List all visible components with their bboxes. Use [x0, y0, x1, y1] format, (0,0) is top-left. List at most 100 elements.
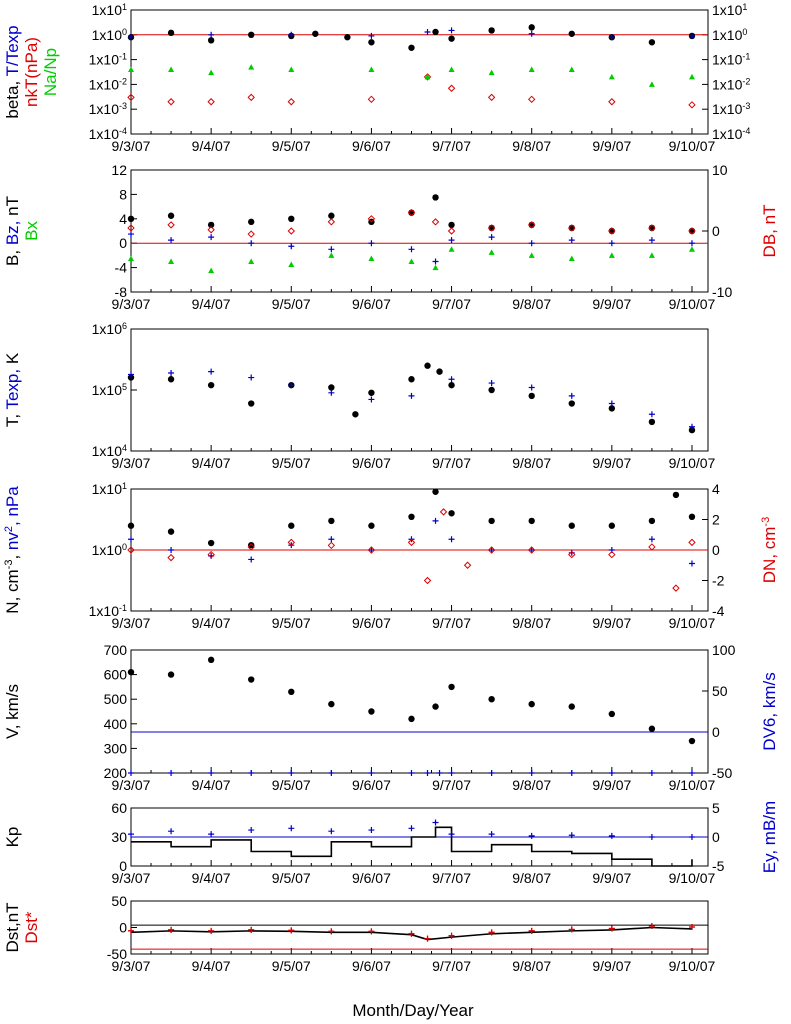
series-beta-point — [207, 37, 215, 44]
y-tick-label: 50 — [111, 893, 127, 909]
series-v-point — [448, 683, 455, 691]
series-n-point — [207, 539, 215, 547]
series-ey-point — [648, 834, 655, 840]
series-dst--point — [608, 925, 615, 932]
series-t-texp-point — [208, 31, 215, 38]
series-dn-point — [207, 550, 215, 559]
series-dv6-point — [424, 770, 431, 776]
series-texp-point — [128, 371, 134, 378]
series-t-texp-point — [128, 34, 134, 41]
series-ey-point — [488, 831, 495, 838]
series-v-point — [688, 737, 696, 745]
series-v-point — [167, 671, 175, 678]
y-axis-label: Bx — [22, 221, 41, 241]
panel-5-frame — [130, 649, 709, 774]
series-dv6-point — [328, 770, 335, 776]
series-dn-point — [568, 550, 576, 559]
x-tick-label: 9/4/07 — [192, 296, 231, 312]
series-na-np-point — [128, 66, 134, 72]
x-tick-label: 9/5/07 — [272, 958, 311, 974]
series-dn-point — [423, 576, 432, 585]
series-dst-line — [130, 926, 693, 941]
series-v-point — [127, 668, 135, 676]
y-tick-label: 0 — [119, 920, 127, 936]
series-dn-point — [247, 543, 255, 551]
series-t-point — [368, 389, 375, 396]
x-tick-label: 9/9/07 — [592, 777, 631, 793]
series-bz-point — [528, 240, 535, 247]
series-dst--point — [688, 924, 695, 931]
series-t-texp-point — [368, 32, 375, 39]
series-beta-point — [448, 35, 455, 42]
panel-7-frame — [130, 900, 709, 955]
series-na-np-point — [368, 66, 375, 72]
series-texp-point — [248, 374, 255, 381]
x-tick-label: 9/6/07 — [352, 138, 391, 154]
series-db-point — [207, 226, 215, 234]
series-t-texp-point — [688, 32, 695, 39]
x-axis-label: Month/Day/Year — [352, 1001, 474, 1020]
x-tick-label: 9/3/07 — [112, 455, 151, 471]
x-tick-label: 9/5/07 — [272, 296, 311, 312]
series-dv6-point — [568, 770, 575, 776]
y-tick-label: 400 — [104, 716, 128, 732]
x-tick-label: 9/10/07 — [669, 296, 716, 312]
series-ey-point — [688, 834, 695, 840]
series-n-point — [408, 513, 415, 521]
series-n-point — [688, 513, 696, 521]
series-t-point — [328, 384, 335, 391]
x-tick-label: 9/10/07 — [669, 777, 716, 793]
x-tick-label: 9/4/07 — [192, 615, 231, 631]
series-b-point — [127, 215, 135, 222]
series-texp-point — [168, 369, 175, 376]
series-t-point — [352, 411, 359, 418]
series-bx-point — [528, 252, 535, 258]
series-bx-point — [488, 249, 495, 255]
x-tick-label: 9/6/07 — [352, 455, 391, 471]
series-beta-point — [648, 39, 656, 46]
series-b-point — [448, 221, 455, 229]
series-beta-point — [488, 27, 495, 34]
series-beta-point — [408, 44, 415, 51]
series-dn-point — [688, 538, 696, 547]
right-y-tick-label: 1x10-2 — [712, 76, 750, 92]
series-bx-point — [328, 252, 335, 258]
series-nkt-npa--point — [688, 101, 696, 109]
series-nv2-point — [432, 517, 439, 524]
series-dst--point — [128, 927, 134, 934]
series-bx-point — [368, 255, 375, 261]
series-na-np-point — [488, 69, 495, 76]
y-tick-label: 12 — [111, 162, 127, 178]
series-dn-point — [463, 561, 472, 569]
series-nv2-point — [248, 556, 255, 563]
right-y-tick-label: 1x10-4 — [712, 126, 750, 142]
y-tick-label: 1x100 — [92, 542, 127, 558]
series-bx-point — [248, 258, 255, 264]
series-dn-point — [648, 543, 656, 551]
series-b-point — [688, 227, 696, 235]
series-nv2-point — [568, 549, 575, 556]
series-db-point — [447, 227, 456, 235]
series-beta-point — [344, 34, 351, 41]
right-y-axis-label: DB, nT — [760, 205, 779, 258]
series-bx-point — [608, 252, 615, 258]
right-y-tick-label: 50 — [712, 683, 728, 699]
right-y-tick-label: -4 — [712, 603, 725, 619]
series-nv2-point — [368, 547, 375, 553]
series-bz-point — [488, 234, 495, 241]
series-n-point — [448, 510, 455, 517]
series-bx-point — [648, 252, 655, 258]
x-tick-label: 9/10/07 — [669, 138, 716, 154]
right-y-tick-label: 4 — [712, 481, 720, 497]
y-tick-label: 1x100 — [92, 27, 127, 43]
series-b-point — [648, 224, 656, 232]
series-bz-point — [648, 237, 655, 244]
series-texp-point — [648, 411, 655, 418]
series-b-point — [528, 221, 535, 229]
series-ey-point — [568, 832, 575, 839]
x-tick-label: 9/7/07 — [432, 455, 471, 471]
series-dv6-point — [436, 770, 443, 776]
series-v-point — [528, 700, 535, 708]
series-t-texp-point — [528, 30, 535, 37]
series-nv2-point — [528, 547, 535, 553]
